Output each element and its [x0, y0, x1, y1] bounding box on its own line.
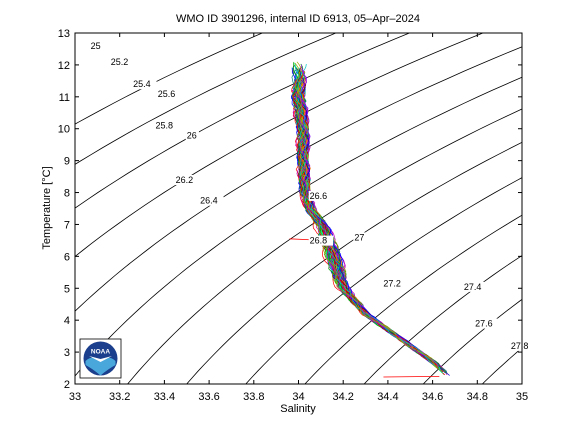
contour-label: 26 — [187, 130, 197, 140]
density-contour-line — [422, 298, 522, 384]
contour-label-bg — [109, 56, 135, 67]
y-tick-label: 13 — [58, 28, 70, 40]
density-contour-line — [75, 33, 337, 165]
contour-label: 26.8 — [310, 236, 328, 246]
y-tick-label: 2 — [64, 379, 70, 391]
y-tick-label: 3 — [64, 347, 70, 359]
x-tick-label: 33.2 — [109, 391, 130, 403]
contour-label: 27.2 — [383, 279, 401, 289]
contour-label-bg — [174, 174, 199, 185]
profile-line — [289, 238, 310, 241]
contour-label-bg — [474, 318, 499, 329]
x-tick-label: 33 — [69, 391, 81, 403]
contour-label-bg — [156, 88, 182, 99]
x-tick-label: 34.2 — [332, 391, 353, 403]
profile-line — [295, 61, 438, 369]
contour-label: 26.4 — [200, 196, 218, 206]
contour-label: 25.4 — [133, 79, 151, 89]
profile-line — [293, 84, 431, 364]
contour-label: 27.8 — [511, 341, 529, 351]
profile-line — [383, 375, 440, 378]
y-axis-ticks: 2 3 4 5 6 7 8 9 10 11 12 13 — [58, 28, 522, 391]
density-contour-line — [535, 27, 576, 391]
x-tick-label: 33.6 — [198, 391, 219, 403]
profile-line — [294, 95, 442, 369]
y-tick-label: 4 — [64, 315, 70, 327]
contour-label: 25.2 — [111, 57, 129, 67]
x-tick-label: 34.6 — [422, 391, 443, 403]
x-tick-label: 33.4 — [154, 391, 175, 403]
x-tick-label: 34.4 — [377, 391, 398, 403]
contour-label-bg — [89, 40, 103, 51]
density-contour-line — [363, 255, 522, 384]
x-tick-label: 34 — [292, 391, 304, 403]
profile-line — [292, 98, 434, 365]
density-contour-line — [127, 108, 522, 384]
x-tick-label: 34.8 — [467, 391, 488, 403]
contour-label-bg — [353, 232, 367, 243]
profile-line — [291, 78, 443, 373]
noaa-logo: NOAA — [79, 338, 122, 379]
profile-line — [292, 77, 444, 374]
profile-line — [291, 88, 440, 368]
y-tick-label: 8 — [64, 188, 70, 200]
y-tick-label: 12 — [58, 60, 70, 72]
contour-label: 25.8 — [155, 121, 173, 131]
profile-line — [293, 91, 438, 366]
chart-title: WMO ID 3901296, internal ID 6913, 05–Apr… — [176, 13, 420, 25]
x-tick-label: 35 — [516, 391, 528, 403]
density-contour-labels: 25 25.2 25.4 25.6 25.8 26 26.2 26.4 26.6 26.8 27 27… — [89, 40, 535, 351]
profile-line — [292, 90, 437, 365]
y-tick-label: 11 — [59, 92, 70, 104]
contour-label: 27 — [354, 232, 364, 242]
density-contour-line — [75, 33, 484, 257]
noaa-logo-text: NOAA — [91, 349, 110, 356]
density-contour-line — [75, 46, 522, 312]
x-tick-label: 33.8 — [243, 391, 264, 403]
contour-label-bg — [308, 235, 334, 246]
contour-label: 25 — [91, 41, 101, 51]
y-tick-label: 9 — [64, 156, 70, 168]
profile-line — [293, 91, 440, 366]
y-tick-label: 7 — [64, 219, 70, 231]
y-tick-label: 6 — [64, 251, 70, 263]
contour-label: 26.6 — [310, 191, 328, 201]
density-contour-line — [245, 177, 522, 384]
profile-line — [293, 84, 445, 371]
contour-label-bg — [132, 79, 157, 90]
x-axis-label: Salinity — [280, 403, 316, 415]
profile-line — [294, 98, 435, 362]
profile-lines — [289, 61, 450, 378]
contour-label: 27.6 — [475, 319, 493, 329]
contour-label-bg — [382, 278, 407, 289]
contour-label: 25.6 — [158, 89, 176, 99]
contour-label: 27.4 — [464, 282, 482, 292]
noaa-logo-gull-icon — [85, 357, 116, 376]
profile-line — [294, 96, 431, 363]
contour-label-bg — [199, 195, 224, 206]
density-contour-line — [186, 141, 522, 384]
y-tick-label: 10 — [58, 124, 70, 136]
density-contour-line — [304, 214, 522, 384]
contour-label-bg — [308, 190, 334, 201]
density-contours — [75, 27, 576, 391]
y-tick-label: 5 — [64, 283, 70, 295]
contour-label: 26.2 — [176, 175, 194, 185]
profile-line — [292, 61, 447, 374]
density-contour-line — [481, 347, 522, 384]
profile-line — [295, 67, 437, 367]
x-axis-ticks: 33 33.2 33.4 33.6 33.8 34 34.2 34.4 34.6 34.8 35 — [69, 33, 528, 403]
y-axis-label: Temperature [°C] — [41, 166, 53, 249]
contour-label-bg — [462, 281, 488, 292]
density-contour-line — [75, 76, 522, 377]
contour-label-bg — [154, 120, 179, 131]
profile-line — [296, 99, 434, 361]
profile-line — [291, 90, 435, 364]
contour-label-bg — [185, 130, 199, 141]
profile-line — [298, 92, 433, 362]
density-contour-line — [75, 33, 411, 209]
